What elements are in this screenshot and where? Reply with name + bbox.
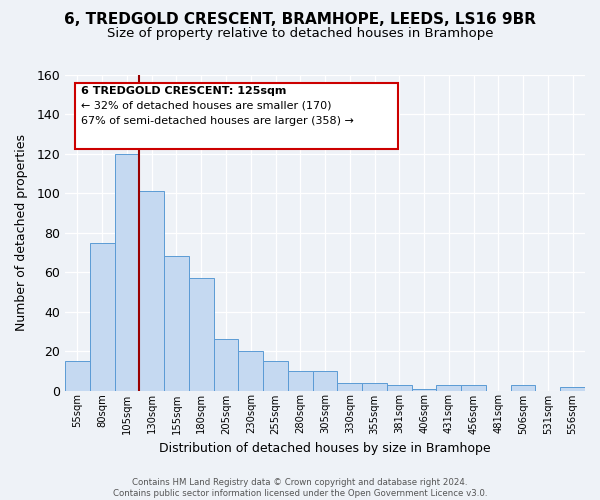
Bar bbox=[139, 192, 164, 390]
Bar bbox=[115, 154, 139, 390]
Bar bbox=[288, 371, 313, 390]
Bar bbox=[387, 384, 412, 390]
Bar bbox=[511, 384, 535, 390]
Bar bbox=[461, 384, 486, 390]
Bar bbox=[263, 361, 288, 390]
Text: Contains HM Land Registry data © Crown copyright and database right 2024.
Contai: Contains HM Land Registry data © Crown c… bbox=[113, 478, 487, 498]
Bar bbox=[436, 384, 461, 390]
Bar bbox=[65, 361, 90, 390]
Bar bbox=[214, 339, 238, 390]
Bar bbox=[238, 351, 263, 391]
Bar bbox=[313, 371, 337, 390]
Bar bbox=[189, 278, 214, 390]
Bar bbox=[412, 388, 436, 390]
Bar bbox=[362, 382, 387, 390]
Y-axis label: Number of detached properties: Number of detached properties bbox=[15, 134, 28, 332]
X-axis label: Distribution of detached houses by size in Bramhope: Distribution of detached houses by size … bbox=[159, 442, 491, 455]
Text: 6 TREDGOLD CRESCENT: 125sqm: 6 TREDGOLD CRESCENT: 125sqm bbox=[80, 86, 286, 96]
Bar bbox=[560, 386, 585, 390]
Text: ← 32% of detached houses are smaller (170)
67% of semi-detached houses are large: ← 32% of detached houses are smaller (17… bbox=[80, 86, 353, 126]
Text: Size of property relative to detached houses in Bramhope: Size of property relative to detached ho… bbox=[107, 28, 493, 40]
Bar bbox=[164, 256, 189, 390]
Bar bbox=[337, 382, 362, 390]
FancyBboxPatch shape bbox=[76, 83, 398, 149]
Text: 6, TREDGOLD CRESCENT, BRAMHOPE, LEEDS, LS16 9BR: 6, TREDGOLD CRESCENT, BRAMHOPE, LEEDS, L… bbox=[64, 12, 536, 28]
Bar bbox=[90, 242, 115, 390]
